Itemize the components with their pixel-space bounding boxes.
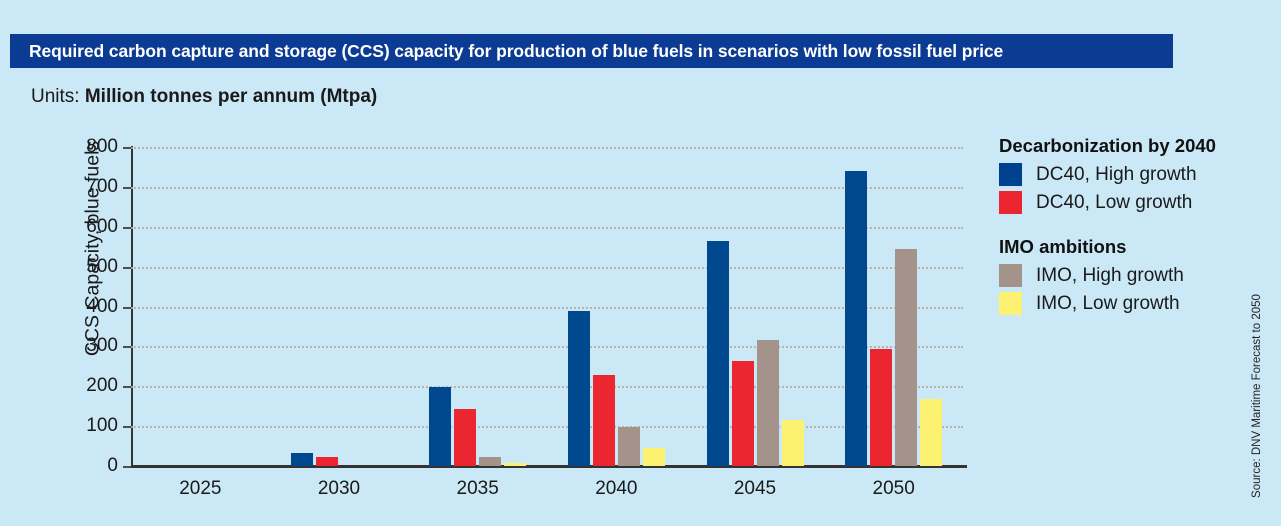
bar-2035-imo-low-growth [504, 462, 527, 466]
bar-2050-imo-high-growth [895, 249, 918, 466]
y-axis-tick-label: 0 [107, 455, 118, 476]
x-axis-tick-label: 2040 [595, 478, 638, 499]
legend-item[interactable]: IMO, Low growth [999, 292, 1259, 315]
y-axis-tick-label: 300 [86, 335, 118, 357]
legend-item-label: IMO, High growth [1036, 264, 1184, 286]
bar-2030-dc40-low-growth [315, 456, 338, 466]
bar-2035-dc40-low-growth [454, 409, 477, 466]
legend-swatch-icon [999, 264, 1022, 287]
x-axis-tick-label: 2030 [317, 478, 361, 499]
legend-item[interactable]: DC40, Low growth [999, 191, 1259, 214]
y-axis-tick-label: 500 [86, 255, 118, 277]
y-axis-title: CCS Capacity, blue fuels [81, 140, 104, 357]
y-axis-tick [123, 426, 131, 429]
legend-item[interactable]: IMO, High growth [999, 264, 1259, 287]
bar-2040-dc40-high-growth [567, 310, 590, 466]
legend-group-heading: IMO ambitions [999, 236, 1127, 257]
gridline [131, 306, 963, 310]
y-axis-tick-label: 100 [86, 415, 118, 437]
bar-2040-imo-high-growth [617, 426, 640, 466]
legend-group-heading: Decarbonization by 2040 [999, 135, 1216, 156]
gridline [131, 386, 963, 389]
legend-item[interactable]: DC40, High growth [999, 163, 1259, 186]
bar-2045-dc40-high-growth [706, 240, 729, 466]
bar-2050-dc40-high-growth [845, 170, 868, 466]
units-label: Units: [31, 86, 85, 107]
x-axis-tick-label: 2045 [733, 478, 777, 499]
bar-2040-imo-low-growth [642, 448, 665, 466]
y-axis-tick [123, 147, 131, 149]
legend-swatch-icon [999, 191, 1022, 214]
bar-2050-dc40-low-growth [870, 349, 893, 466]
x-axis-line [131, 465, 967, 468]
chart-title-banner: Required carbon capture and storage (CCS… [10, 34, 1173, 68]
chart-legend: Decarbonization by 2040 DC40, High growth… [999, 135, 1259, 320]
gridline [131, 147, 963, 150]
y-axis-tick-label: 700 [86, 175, 118, 197]
x-axis-tick-label: 2035 [456, 478, 499, 499]
y-axis-tick-label: 400 [86, 295, 118, 317]
x-axis-tick-label: 2050 [872, 478, 915, 499]
y-axis-tick [123, 266, 131, 269]
legend-swatch-icon [999, 292, 1022, 315]
bar-2035-dc40-high-growth [429, 387, 452, 466]
gridline [131, 346, 963, 349]
page-title: Required carbon capture and storage (CCS… [29, 40, 1004, 61]
plot-area: 0 100 200 300 400 500 600 700 800 [86, 136, 963, 476]
legend-item-label: DC40, Low growth [1036, 191, 1193, 213]
gridline [131, 266, 963, 270]
y-axis-tick-label: 600 [86, 215, 118, 237]
y-axis-tick [123, 466, 131, 468]
legend-item-label: DC40, High growth [1036, 163, 1197, 185]
legend-group: IMO ambitions IMO, High growth IMO, Low gr… [999, 236, 1259, 315]
y-axis-tick [123, 226, 131, 229]
y-axis-tick [123, 346, 131, 349]
legend-swatch-icon [999, 163, 1022, 186]
y-axis-tick [123, 186, 131, 189]
gridline [131, 186, 963, 190]
y-axis-tick-label: 800 [86, 136, 118, 157]
bar-2050-imo-low-growth [920, 398, 943, 466]
bar-2045-imo-high-growth [756, 340, 779, 466]
bar-2040-dc40-low-growth [592, 375, 615, 466]
bar-2045-imo-low-growth [781, 419, 804, 466]
y-axis-tick [123, 306, 131, 309]
x-axis-tick-label: 2025 [179, 478, 222, 499]
y-axis-tick [123, 386, 131, 389]
bar-2035-imo-high-growth [479, 456, 502, 466]
units-value: Million tonnes per annum (Mtpa) [84, 86, 378, 107]
gridline [131, 426, 963, 429]
legend-group: Decarbonization by 2040 DC40, High growth… [999, 135, 1259, 214]
units-line: Units: Million tonnes per annum (Mtpa) [31, 86, 377, 108]
source-note: Source: DNV Maritime Forecast to 2050 [1251, 294, 1263, 498]
gridline [131, 226, 963, 230]
legend-item-label: IMO, Low growth [1036, 292, 1180, 314]
y-axis-tick-label: 200 [86, 375, 118, 397]
bar-2030-dc40-high-growth [290, 453, 313, 466]
bar-2045-dc40-low-growth [731, 360, 754, 466]
